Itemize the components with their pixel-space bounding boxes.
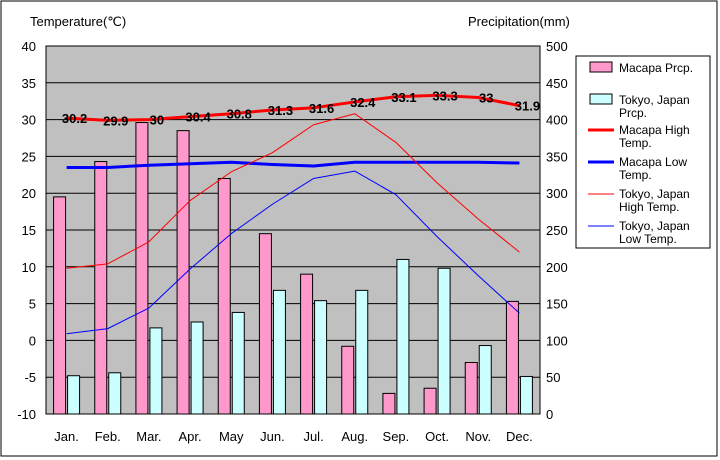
tokyo-high-line [66,113,520,269]
right-tick-label: 500 [546,39,568,54]
right-tick-label: 250 [546,223,568,238]
data-label: 31.9 [515,99,540,114]
left-tick-label: 0 [29,333,36,348]
tokyo-prcp-bar [478,345,492,415]
macapa-prcp-bar [505,300,519,415]
right-tick-label: 400 [546,113,568,128]
tokyo-prcp-bar [396,258,410,415]
x-tick-label: Oct. [425,429,449,444]
left-tick-label: 5 [29,297,36,312]
macapa-prcp-bar [382,392,396,415]
data-label: 32.4 [350,95,376,110]
macapa-prcp-bar [176,130,190,415]
tokyo-prcp-bar [437,267,451,415]
right-tick-label: 150 [546,297,568,312]
tokyo-low-line [66,170,520,335]
macapa-prcp-bar [341,345,355,415]
tokyo-prcp-bar [519,375,533,415]
left-tick-label: 40 [22,39,36,54]
left-tick-label: 35 [22,76,36,91]
tokyo-prcp-bar [355,289,369,415]
data-label: 30.4 [185,110,211,125]
left-tick-label: 25 [22,149,36,164]
x-tick-label: Apr. [179,429,202,444]
left-tick-label: 30 [22,113,36,128]
data-label: 29.9 [103,113,128,128]
data-label: 31.3 [268,103,293,118]
macapa-high-line [66,93,520,122]
macapa-prcp-bar [53,196,67,415]
legend-swatch [589,93,613,105]
x-tick-label: Feb. [95,429,121,444]
tokyo-prcp-bar [149,327,163,415]
macapa-prcp-bar [94,161,108,415]
macapa-prcp-bar [258,233,272,415]
legend-label: Macapa High Temp. [619,123,690,150]
macapa-prcp-bar [135,122,149,415]
left-tick-label: -10 [17,407,36,422]
x-tick-label: Jan. [54,429,79,444]
right-tick-label: 50 [546,370,560,385]
macapa-prcp-bar [217,177,231,415]
data-label: 30 [150,113,164,128]
tokyo-prcp-bar [190,321,204,415]
legend-label: Macapa Low Temp. [619,155,687,182]
tokyo-prcp-bar [108,372,122,415]
data-label: 33.3 [432,88,457,103]
right-tick-label: 100 [546,333,568,348]
right-tick-label: 200 [546,260,568,275]
data-label: 30.8 [227,107,252,122]
legend: Macapa Prcp. Tokyo, Japan Prcp. Macapa High… [575,55,711,249]
tokyo-prcp-bar [67,375,81,415]
tokyo-prcp-bar [272,289,286,415]
macapa-prcp-bar [300,273,314,415]
left-tick-label: 15 [22,223,36,238]
data-label: 33 [479,91,493,106]
right-tick-label: 450 [546,76,568,91]
macapa-low-line [66,160,520,169]
x-tick-label: Jul. [303,429,323,444]
macapa-prcp-bar [464,361,478,415]
x-tick-label: Jun. [260,429,285,444]
right-tick-label: 300 [546,186,568,201]
tokyo-prcp-bar [231,311,245,415]
x-tick-label: Mar. [136,429,161,444]
x-tick-label: Nov. [465,429,491,444]
left-axis-title: Temperature(℃) [30,14,126,29]
legend-label: Macapa Prcp. [619,61,693,75]
x-tick-label: Aug. [341,429,368,444]
left-tick-label: 20 [22,186,36,201]
x-tick-label: May [219,429,244,444]
tokyo-prcp-bar [314,300,328,415]
legend-swatch [589,61,613,73]
data-label: 31.6 [309,101,334,116]
legend-label: Tokyo, Japan High Temp. [619,187,690,214]
data-label: 30.2 [62,111,87,126]
x-tick-label: Sep. [383,429,410,444]
left-tick-label: 10 [22,260,36,275]
right-tick-label: 350 [546,149,568,164]
x-tick-label: Dec. [506,429,533,444]
legend-label: Tokyo, Japan Low Temp. [619,219,690,246]
data-label: 33.1 [391,90,416,105]
legend-label: Tokyo, Japan Prcp. [619,93,690,120]
right-axis-title: Precipitation(mm) [468,14,570,29]
legend-box [575,55,711,249]
macapa-prcp-bar [423,387,437,415]
left-tick-label: -5 [24,370,36,385]
right-tick-label: 0 [546,407,553,422]
